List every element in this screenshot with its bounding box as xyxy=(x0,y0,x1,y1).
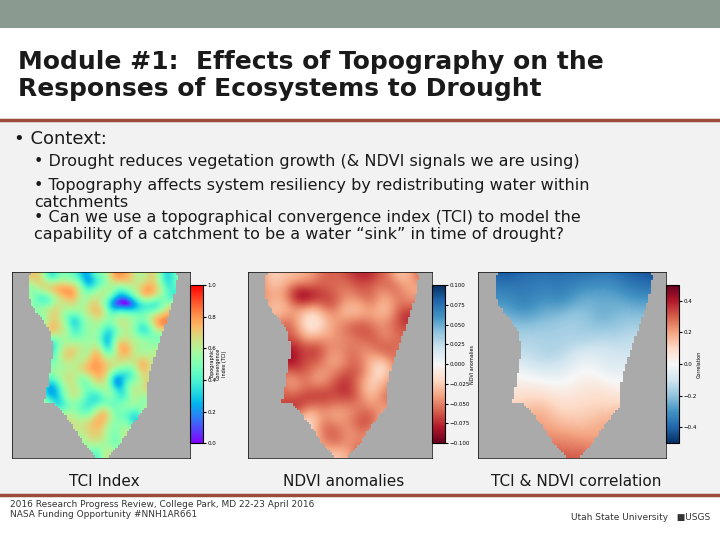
Bar xyxy=(0,28,720,120)
Bar xyxy=(0,120,720,495)
Text: TCI & NDVI correlation: TCI & NDVI correlation xyxy=(490,474,661,489)
Text: Module #1:  Effects of Topography on the: Module #1: Effects of Topography on the xyxy=(18,50,604,74)
Text: TCI Index: TCI Index xyxy=(70,474,140,489)
Bar xyxy=(0,495,720,540)
Text: Utah State University   ■USGS: Utah State University ■USGS xyxy=(571,514,710,523)
Y-axis label: Correlation: Correlation xyxy=(697,350,702,377)
Bar xyxy=(0,0,720,28)
Text: 2016 Research Progress Review, College Park, MD 22-23 April 2016
NASA Funding Op: 2016 Research Progress Review, College P… xyxy=(10,500,315,519)
Text: • Topography affects system resiliency by redistributing water within
catchments: • Topography affects system resiliency b… xyxy=(34,178,590,211)
Text: • Can we use a topographical convergence index (TCI) to model the
capability of : • Can we use a topographical convergence… xyxy=(34,210,581,242)
Text: Responses of Ecosystems to Drought: Responses of Ecosystems to Drought xyxy=(18,77,541,101)
Text: • Context:: • Context: xyxy=(14,130,107,148)
Text: • Drought reduces vegetation growth (& NDVI signals we are using): • Drought reduces vegetation growth (& N… xyxy=(34,154,580,169)
Text: NDVI anomalies: NDVI anomalies xyxy=(283,474,405,489)
Y-axis label: NDVI anomalies: NDVI anomalies xyxy=(469,345,474,383)
Y-axis label: Topographic
Convergence
Index (TCI): Topographic Convergence Index (TCI) xyxy=(210,348,227,380)
